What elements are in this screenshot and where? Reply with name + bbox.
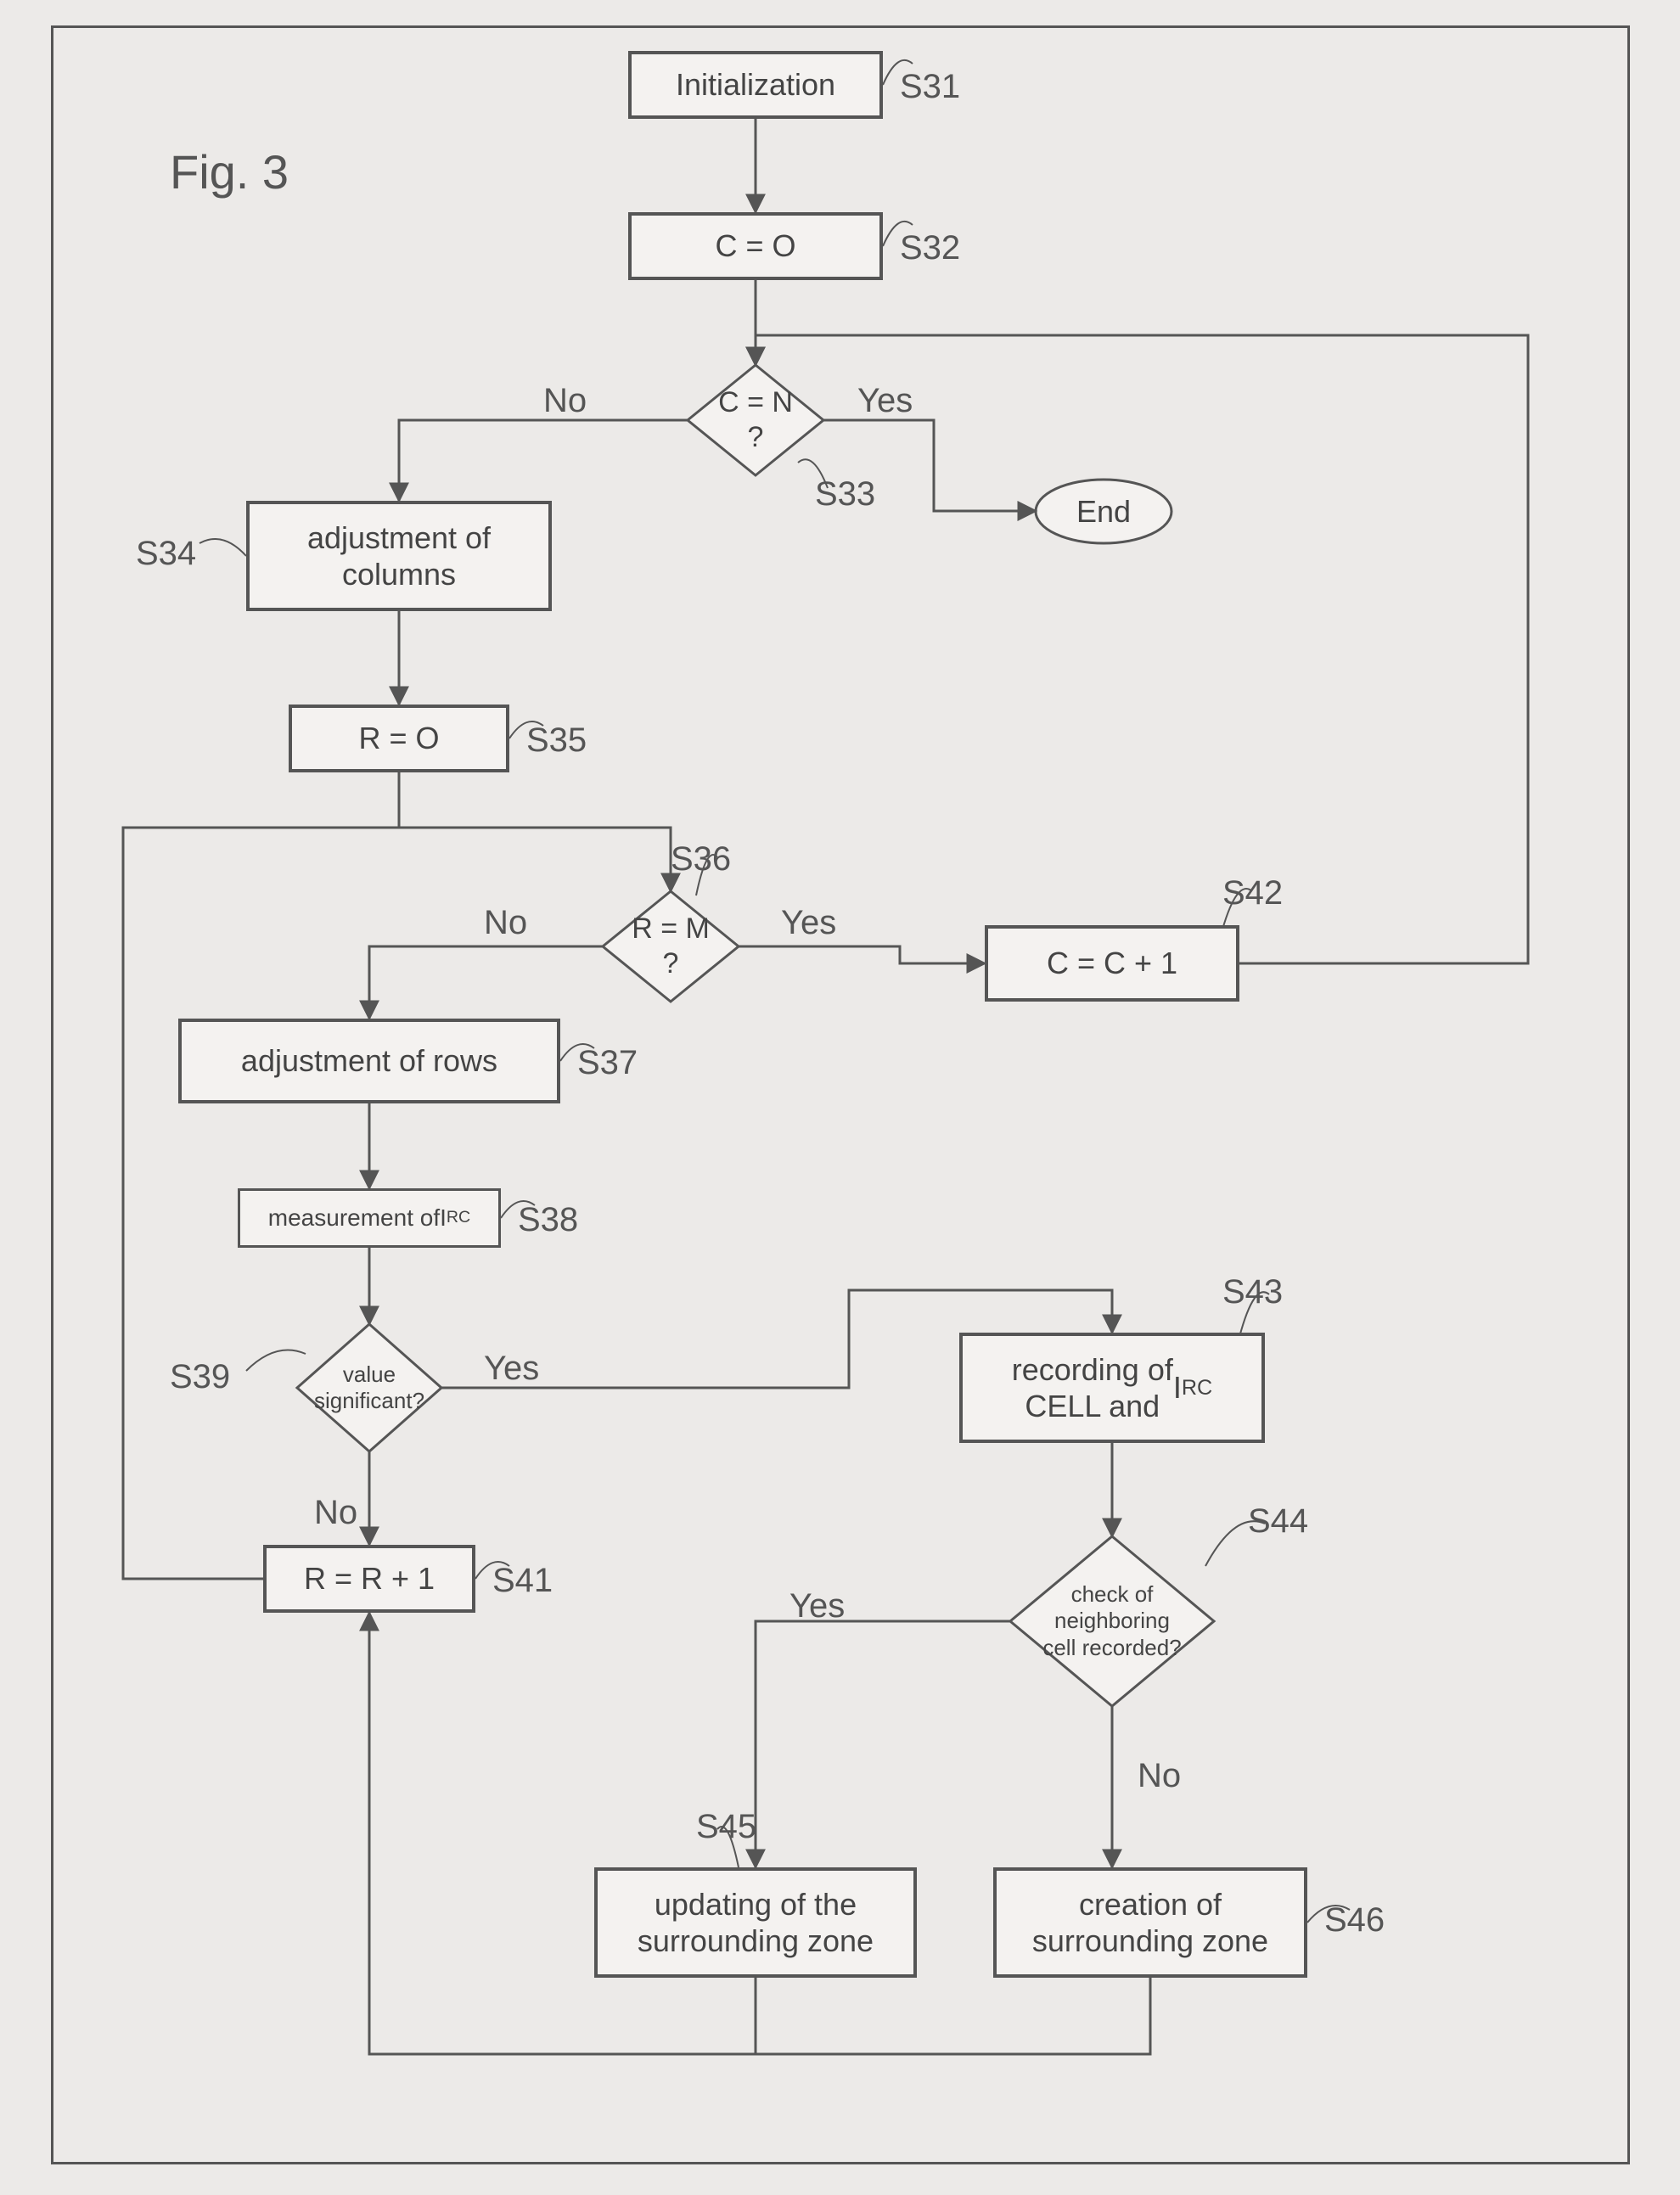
label-S46: S46 — [1324, 1901, 1385, 1940]
label-S42: S42 — [1222, 874, 1283, 912]
node-S35: R = O — [289, 705, 509, 772]
edge-label-S33-S34: No — [543, 382, 587, 420]
label-S44: S44 — [1248, 1502, 1308, 1541]
label-S38: S38 — [518, 1201, 578, 1239]
label-S41: S41 — [492, 1562, 553, 1600]
node-text-S33: C = N? — [688, 365, 823, 475]
node-S38: measurement of IRC — [238, 1188, 501, 1248]
node-text-S44: check ofneighboringcell recorded? — [1010, 1536, 1214, 1706]
node-S46: creation ofsurrounding zone — [993, 1867, 1307, 1978]
node-S45: updating of thesurrounding zone — [594, 1867, 917, 1978]
node-S31: Initialization — [628, 51, 883, 119]
label-S35: S35 — [526, 721, 587, 760]
edge-label-S44-S45: Yes — [789, 1587, 845, 1625]
label-S39: S39 — [170, 1358, 230, 1396]
label-S37: S37 — [577, 1044, 638, 1082]
edge-label-S39-S41: No — [314, 1494, 357, 1532]
label-S31: S31 — [900, 68, 960, 106]
label-S45: S45 — [696, 1808, 756, 1846]
figure-title: Fig. 3 — [170, 144, 289, 199]
edge-label-S36-S37: No — [484, 904, 527, 942]
node-text-S39: valuesignificant? — [297, 1324, 441, 1451]
node-S32: C = O — [628, 212, 883, 280]
edge-label-S44-S46: No — [1138, 1757, 1181, 1795]
node-S43: recording ofCELL and IRC — [959, 1333, 1265, 1443]
label-S36: S36 — [671, 840, 731, 879]
edge-label-S33-END: Yes — [857, 382, 913, 420]
node-S34: adjustment ofcolumns — [246, 501, 552, 611]
label-S32: S32 — [900, 229, 960, 267]
node-text-END: End — [1036, 480, 1172, 543]
node-S42: C = C + 1 — [985, 925, 1239, 1002]
label-S33: S33 — [815, 475, 875, 514]
label-S34: S34 — [136, 535, 196, 573]
node-S41: R = R + 1 — [263, 1545, 475, 1613]
flowchart-canvas: Fig. 3 InitializationS31C = OS32C = N?S3… — [0, 0, 1680, 2195]
edge-label-S36-S42: Yes — [781, 904, 836, 942]
node-text-S36: R = M? — [603, 891, 739, 1002]
edge-label-S39-S43: Yes — [484, 1350, 539, 1388]
label-S43: S43 — [1222, 1273, 1283, 1311]
node-S37: adjustment of rows — [178, 1019, 560, 1103]
